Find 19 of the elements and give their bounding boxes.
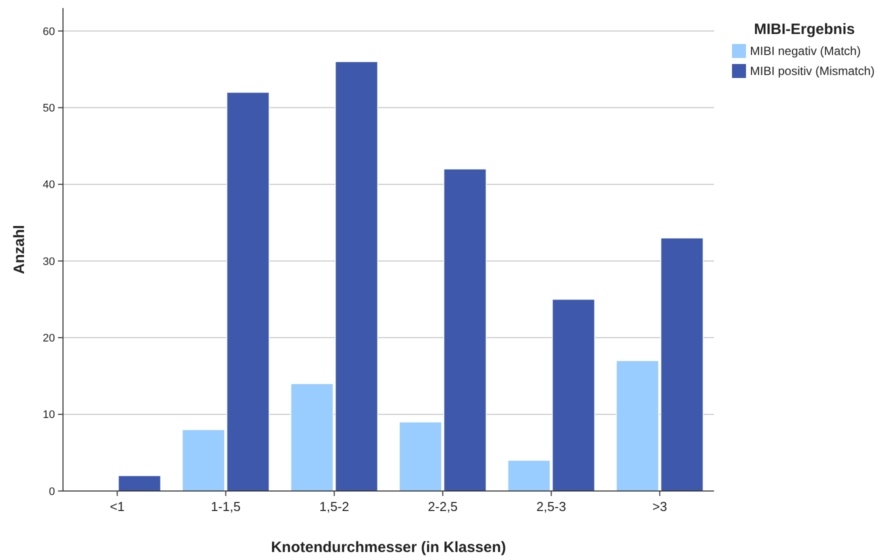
x-tick-label: 2-2,5 [428, 499, 458, 514]
y-tick-label: 60 [42, 26, 55, 38]
legend-label: MIBI negativ (Match) [750, 44, 861, 58]
y-tick-label: 50 [42, 102, 55, 115]
y-tick-label: 30 [42, 256, 55, 268]
y-axis-title: Anzahl [11, 224, 28, 274]
y-tick-label: 20 [42, 332, 55, 345]
x-tick-label: >3 [652, 499, 668, 514]
y-tick-label: 40 [42, 179, 55, 192]
legend-title: MIBI-Ergebnis [754, 21, 855, 38]
bar [118, 475, 162, 492]
x-tick-label: <1 [110, 499, 125, 514]
y-tick-label: 0 [48, 486, 55, 498]
x-axis-title: Knotendurchmesser (in Klassen) [270, 539, 506, 556]
legend-label: MIBI positiv (Mismatch) [750, 64, 875, 78]
y-tick-label: 10 [42, 409, 55, 422]
x-tick-label: 1,5-2 [319, 499, 350, 514]
x-tick-label: 1-1,5 [210, 499, 241, 514]
x-tick-label: 2,5-3 [536, 499, 566, 514]
